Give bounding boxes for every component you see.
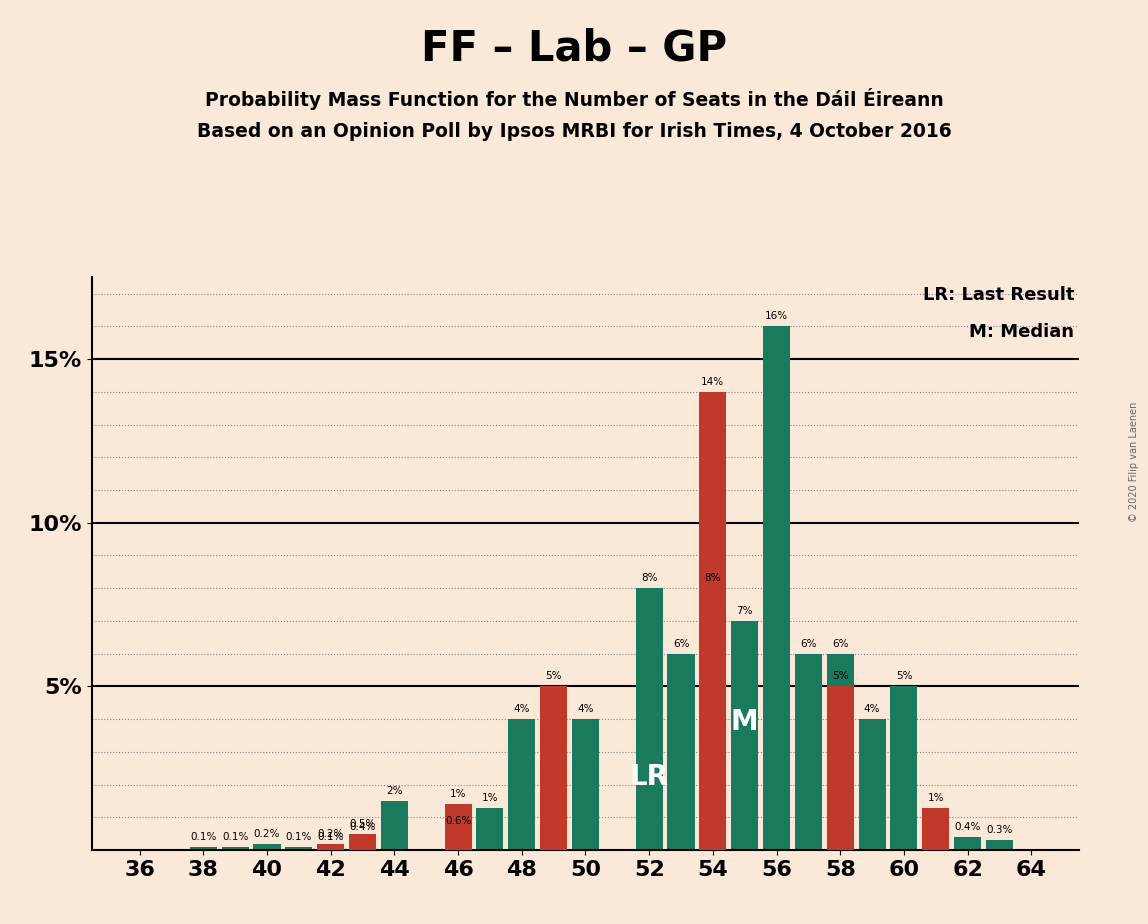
Text: 0.1%: 0.1% bbox=[191, 832, 217, 842]
Bar bbox=[349, 837, 377, 850]
Text: 1%: 1% bbox=[928, 793, 944, 803]
Text: 0.4%: 0.4% bbox=[349, 822, 375, 833]
Text: 1%: 1% bbox=[482, 793, 498, 803]
Bar bbox=[317, 844, 344, 850]
Text: 4%: 4% bbox=[863, 704, 881, 714]
Text: 4%: 4% bbox=[577, 704, 594, 714]
Bar bbox=[317, 846, 344, 850]
Bar bbox=[509, 719, 535, 850]
Bar bbox=[189, 846, 217, 850]
Bar bbox=[827, 687, 854, 850]
Text: 6%: 6% bbox=[800, 638, 816, 649]
Bar bbox=[891, 687, 917, 850]
Text: Based on an Opinion Poll by Ipsos MRBI for Irish Times, 4 October 2016: Based on an Opinion Poll by Ipsos MRBI f… bbox=[196, 122, 952, 141]
Text: 5%: 5% bbox=[545, 672, 561, 682]
Text: Probability Mass Function for the Number of Seats in the Dáil Éireann: Probability Mass Function for the Number… bbox=[204, 88, 944, 110]
Bar bbox=[859, 719, 885, 850]
Text: 1%: 1% bbox=[450, 789, 466, 799]
Text: 6%: 6% bbox=[832, 638, 848, 649]
Text: 14%: 14% bbox=[701, 377, 724, 387]
Bar bbox=[572, 719, 599, 850]
Bar bbox=[222, 846, 249, 850]
Text: 0.5%: 0.5% bbox=[349, 819, 375, 829]
Bar bbox=[667, 653, 695, 850]
Text: 0.1%: 0.1% bbox=[318, 832, 344, 842]
Text: 5%: 5% bbox=[895, 672, 913, 682]
Text: 6%: 6% bbox=[673, 638, 689, 649]
Text: © 2020 Filip van Laenen: © 2020 Filip van Laenen bbox=[1128, 402, 1139, 522]
Bar bbox=[254, 844, 280, 850]
Text: FF – Lab – GP: FF – Lab – GP bbox=[421, 28, 727, 69]
Text: 0.2%: 0.2% bbox=[254, 829, 280, 839]
Text: 4%: 4% bbox=[513, 704, 530, 714]
Text: 0.6%: 0.6% bbox=[445, 816, 472, 825]
Text: 7%: 7% bbox=[737, 606, 753, 616]
Text: 8%: 8% bbox=[705, 573, 721, 583]
Text: M: Median: M: Median bbox=[969, 323, 1075, 341]
Text: 5%: 5% bbox=[832, 672, 848, 682]
Text: 0.1%: 0.1% bbox=[286, 832, 312, 842]
Text: M: M bbox=[731, 708, 759, 736]
Text: 0.2%: 0.2% bbox=[318, 829, 344, 839]
Bar bbox=[540, 687, 567, 850]
Text: LR: Last Result: LR: Last Result bbox=[923, 286, 1075, 304]
Bar bbox=[922, 808, 949, 850]
Text: 2%: 2% bbox=[386, 786, 403, 796]
Text: 8%: 8% bbox=[641, 573, 658, 583]
Bar bbox=[476, 808, 504, 850]
Bar bbox=[636, 589, 662, 850]
Bar bbox=[381, 801, 408, 850]
Text: 0.4%: 0.4% bbox=[954, 822, 980, 833]
Bar bbox=[827, 653, 854, 850]
Text: 0.1%: 0.1% bbox=[222, 832, 248, 842]
Text: LR: LR bbox=[629, 763, 668, 791]
Bar bbox=[444, 831, 472, 850]
Bar bbox=[986, 840, 1013, 850]
Bar bbox=[349, 833, 377, 850]
Text: 0.3%: 0.3% bbox=[986, 825, 1013, 835]
Bar bbox=[286, 846, 312, 850]
Bar bbox=[699, 392, 727, 850]
Bar bbox=[794, 653, 822, 850]
Bar bbox=[699, 589, 727, 850]
Bar bbox=[763, 326, 790, 850]
Bar bbox=[954, 837, 982, 850]
Text: 16%: 16% bbox=[765, 311, 789, 322]
Bar bbox=[444, 804, 472, 850]
Bar bbox=[731, 621, 759, 850]
